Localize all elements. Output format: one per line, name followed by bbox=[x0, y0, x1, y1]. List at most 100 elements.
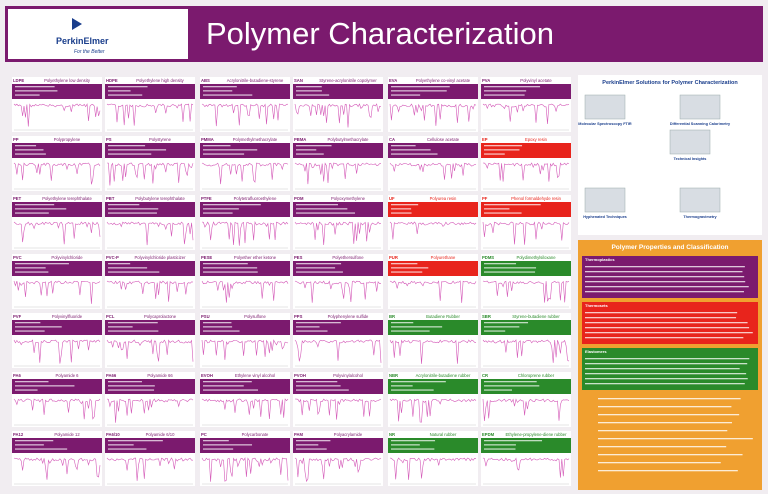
property-line bbox=[391, 149, 431, 151]
property-line bbox=[108, 267, 148, 269]
spectrum bbox=[13, 457, 101, 480]
spectrum bbox=[482, 398, 570, 422]
spectrum bbox=[13, 398, 101, 420]
section-name: Thermoplastics bbox=[585, 257, 615, 262]
polymer-abbr: PESE bbox=[201, 255, 212, 260]
text-line bbox=[598, 470, 738, 472]
polymer-abbr: PA6/10 bbox=[106, 432, 120, 437]
property-line bbox=[203, 330, 240, 332]
polymer-abbr: PET bbox=[13, 196, 22, 201]
polymer-name: Polycaprolactone bbox=[144, 314, 177, 319]
property-line bbox=[203, 267, 258, 269]
polymer-abbr: POM bbox=[294, 196, 304, 201]
polymer-name: Polyphenylene sulfide bbox=[328, 314, 369, 319]
property-line bbox=[484, 381, 537, 383]
polymer-abbr: PP bbox=[13, 137, 19, 142]
property-line bbox=[108, 204, 140, 206]
property-line bbox=[484, 330, 506, 332]
property-line bbox=[15, 153, 46, 155]
property-line bbox=[484, 385, 540, 387]
property-line bbox=[484, 149, 520, 151]
logo-tagline: For the Better bbox=[74, 49, 105, 55]
property-line bbox=[15, 330, 45, 332]
polymer-name: Polystyrene bbox=[149, 137, 172, 142]
polymer-abbr: PCL bbox=[106, 314, 115, 319]
property-line bbox=[15, 149, 44, 151]
property-line bbox=[484, 444, 516, 446]
property-line bbox=[296, 448, 327, 450]
spectrum bbox=[201, 221, 289, 246]
polymer-name: Styrene-acrylonitrile copolymer bbox=[319, 78, 377, 83]
polymer-name: Epoxy resin bbox=[525, 137, 548, 142]
property-line bbox=[203, 145, 231, 147]
property-line bbox=[391, 444, 420, 446]
property-line bbox=[484, 448, 516, 450]
logo-box bbox=[8, 9, 188, 59]
polymer-name: Phenol formaldehyde resin bbox=[511, 196, 561, 201]
property-line bbox=[296, 381, 338, 383]
product-caption: Thermogravimetry bbox=[683, 215, 717, 219]
polymer-abbr: PVC bbox=[13, 255, 22, 260]
property-line bbox=[203, 204, 261, 206]
polymer-name: Polypropylene bbox=[54, 137, 81, 142]
text-line bbox=[585, 332, 753, 334]
property-line bbox=[15, 208, 67, 210]
property-line bbox=[108, 149, 167, 151]
property-line bbox=[391, 208, 412, 210]
text-line bbox=[598, 462, 721, 464]
polymer-name: Polycarbonate bbox=[242, 432, 269, 437]
property-line bbox=[15, 381, 49, 383]
property-line bbox=[484, 326, 520, 328]
text-line bbox=[585, 363, 748, 365]
property-line bbox=[15, 212, 49, 214]
polymer-abbr: SBR bbox=[482, 314, 491, 319]
property-line bbox=[108, 86, 148, 88]
property-line bbox=[391, 271, 423, 273]
property-line bbox=[108, 444, 134, 446]
polymer-abbr: PF bbox=[482, 196, 488, 201]
property-line bbox=[484, 145, 523, 147]
spectrum bbox=[389, 339, 477, 364]
polymer-name: Acrylonitrile-butadiene-styrene bbox=[227, 78, 284, 83]
spectrum bbox=[482, 103, 570, 125]
polymer-abbr: PC bbox=[201, 432, 207, 437]
spectrum bbox=[389, 162, 477, 180]
text-line bbox=[585, 358, 750, 360]
polymer-name: Polyamide 6/10 bbox=[146, 432, 176, 437]
spectrum bbox=[13, 103, 101, 127]
property-line bbox=[203, 263, 248, 265]
spectrum bbox=[13, 280, 101, 304]
polymer-name: Polyvinylalcohol bbox=[333, 373, 363, 378]
spectrum bbox=[106, 103, 194, 126]
product-caption: Differential Scanning Calorimetry bbox=[670, 122, 731, 126]
spectrum bbox=[482, 280, 570, 303]
property-line bbox=[108, 90, 131, 92]
spectrum bbox=[389, 280, 477, 303]
spectrum bbox=[482, 339, 570, 363]
property-line bbox=[203, 90, 233, 92]
classification-title: Polymer Properties and Classification bbox=[611, 244, 728, 251]
polymer-name: Acrylonitrile-butadiene rubber bbox=[416, 373, 471, 378]
property-line bbox=[484, 389, 513, 391]
polymer-abbr: PVF bbox=[13, 314, 22, 319]
spectrum bbox=[106, 338, 194, 362]
property-line bbox=[15, 448, 68, 450]
polymer-name: Polydimethylsiloxane bbox=[516, 255, 556, 260]
property-line bbox=[296, 330, 328, 332]
polymer-abbr: PSU bbox=[201, 314, 210, 319]
property-line bbox=[296, 263, 342, 265]
polymer-name: Polyethylene terephthalate bbox=[42, 196, 92, 201]
property-line bbox=[15, 204, 55, 206]
text-line bbox=[598, 398, 741, 400]
polymer-abbr: PVC-P bbox=[106, 255, 119, 260]
polymer-name: Polyvinylchloride bbox=[51, 255, 83, 260]
polymer-abbr: PS bbox=[106, 137, 112, 142]
property-line bbox=[108, 153, 152, 155]
property-line bbox=[296, 149, 317, 151]
polymer-name: Polytetrafluoroethylene bbox=[234, 196, 278, 201]
property-line bbox=[203, 448, 234, 450]
logo-text: PerkinElmer bbox=[56, 36, 109, 46]
property-line bbox=[203, 271, 258, 273]
text-line bbox=[585, 322, 748, 324]
property-line bbox=[391, 204, 419, 206]
